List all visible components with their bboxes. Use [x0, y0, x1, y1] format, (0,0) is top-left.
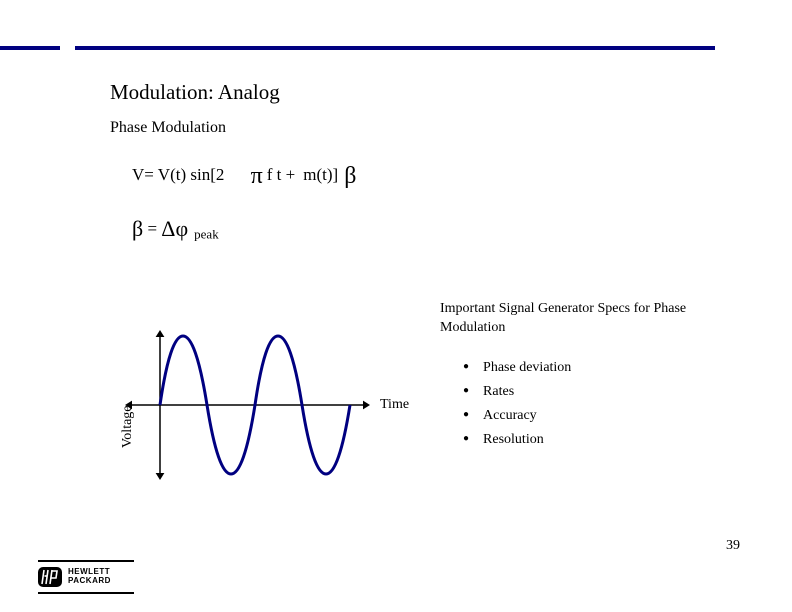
equation-voltage: V= V(t) sin[2 πf t + m(t)] β: [132, 160, 356, 187]
page-title: Modulation: Analog: [110, 80, 280, 105]
voltage-time-chart: Voltage Time: [125, 330, 370, 485]
eq2-mid: =: [143, 219, 161, 238]
eq2-subscript: peak: [194, 226, 219, 241]
specs-list-item: Accuracy: [463, 408, 571, 424]
header-rule-left: [0, 46, 60, 50]
specs-list-item: Resolution: [463, 432, 571, 448]
beta-symbol: β: [132, 216, 143, 241]
page-number: 39: [726, 538, 740, 554]
specs-list-item: Phase deviation: [463, 360, 571, 376]
logo-rule-bottom: [38, 592, 134, 594]
specs-list: Phase deviation Rates Accuracy Resolution: [463, 360, 571, 456]
beta-symbol: β: [344, 163, 356, 189]
specs-heading: Important Signal Generator Specs for Pha…: [440, 300, 750, 338]
delta-symbol: Δ: [161, 216, 175, 241]
header-rule-right: [75, 46, 715, 50]
eq1-part1: V= V(t) sin[2: [132, 165, 229, 184]
chart-x-label: Time: [380, 397, 409, 413]
eq1-part3: m(t)]: [303, 165, 338, 184]
logo-rule-top: [38, 560, 134, 562]
eq1-part2: f t +: [267, 165, 295, 184]
specs-list-item: Rates: [463, 384, 571, 400]
chart-svg: [125, 330, 370, 480]
phi-symbol: φ: [175, 216, 188, 241]
pi-symbol: π: [251, 163, 263, 189]
logo-text: HEWLETT PACKARD: [68, 568, 111, 586]
equation-beta: β = Δφpeak: [132, 214, 219, 242]
hp-logo-mark: [38, 567, 62, 587]
chart-y-label: Voltage: [120, 405, 136, 448]
page-subtitle: Phase Modulation: [110, 119, 226, 137]
logo-line2: PACKARD: [68, 577, 111, 586]
hp-logo: HEWLETT PACKARD: [38, 560, 134, 594]
